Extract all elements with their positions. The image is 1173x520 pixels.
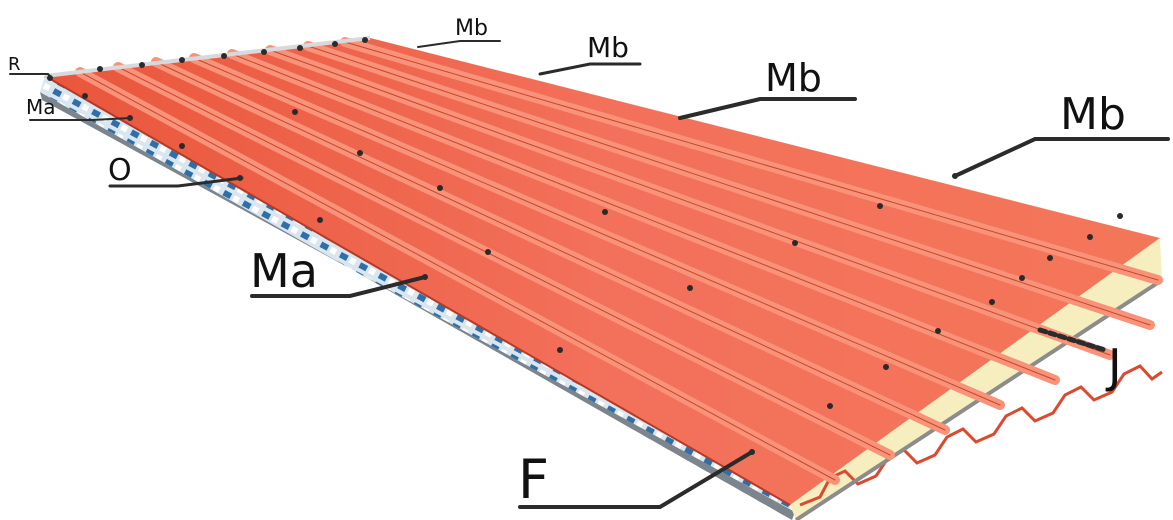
fixing-clip-icon: [485, 249, 491, 255]
label-o: O: [108, 153, 132, 188]
label-r: R: [8, 54, 21, 75]
leader-mb-4: [953, 137, 1170, 178]
fixing-clip-icon: [332, 41, 338, 47]
fixing-clip-icon: [602, 209, 608, 215]
fixing-clip-icon: [989, 299, 995, 305]
leader-f: [518, 450, 754, 509]
leader-mb-2: [538, 62, 642, 76]
roof-ribs: [75, 37, 1163, 485]
diagram-labels: R Ma O Mb Mb Mb Mb Ma J F: [8, 16, 1126, 511]
fixing-clip-icon: [292, 109, 298, 115]
fixing-clip-icon: [179, 57, 185, 63]
label-mb-3: Mb: [765, 56, 822, 100]
label-ma-small: Ma: [26, 95, 56, 119]
fixing-clip-icon: [792, 240, 798, 246]
fixing-clip-icon: [139, 62, 145, 68]
fixing-clip-icon: [1019, 275, 1025, 281]
leader-mb-3: [678, 97, 857, 120]
fixing-clip-icon: [687, 285, 693, 291]
fixing-clip-icon: [437, 185, 443, 191]
roof-front-edge: [40, 75, 795, 520]
fixing-clip-icon: [362, 37, 368, 43]
fixing-clip-icon: [221, 53, 227, 59]
fixing-clip-icon: [179, 143, 185, 149]
fixing-clip-icon: [297, 45, 303, 51]
leader-ma-small: [29, 117, 131, 121]
fixing-clip-icon: [261, 49, 267, 55]
fixing-clip-icon: [557, 347, 563, 353]
leader-r: [9, 73, 53, 79]
label-mb-2: Mb: [587, 31, 629, 64]
leader-j: [1037, 327, 1108, 353]
leader-mb-1: [417, 40, 501, 48]
fixing-clip-icon: [1087, 234, 1093, 240]
fixing-clip-icon: [883, 364, 889, 370]
fixing-clip-icon: [877, 203, 883, 209]
fixing-clip-icon: [97, 66, 103, 72]
label-mb-1: Mb: [455, 16, 488, 41]
fixing-clip-icon: [827, 403, 833, 409]
label-mb-4: Mb: [1060, 89, 1126, 140]
fixing-clip-icon: [82, 93, 88, 99]
fixing-clip-icon: [1047, 255, 1053, 261]
label-j: J: [1105, 339, 1122, 393]
fixing-clip-icon: [1117, 213, 1123, 219]
leader-lines: [9, 40, 1170, 509]
fixing-clip-icon: [357, 150, 363, 156]
label-ma-large: Ma: [250, 244, 318, 298]
leader-o: [108, 176, 244, 188]
fixing-clip-icon: [317, 217, 323, 223]
leader-ma-large: [250, 275, 427, 298]
label-f: F: [518, 448, 549, 511]
fixing-clip-icon: [935, 328, 941, 334]
